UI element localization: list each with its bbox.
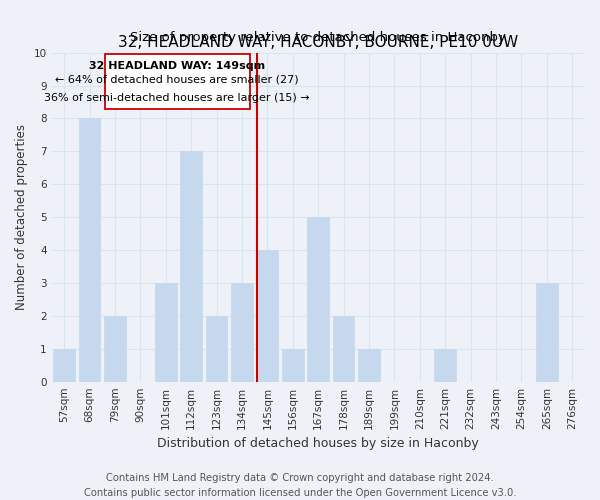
Bar (231, 283, 253, 382)
Text: 32 HEADLAND WAY: 149sqm: 32 HEADLAND WAY: 149sqm (89, 61, 265, 71)
X-axis label: Distribution of detached houses by size in Haconby: Distribution of detached houses by size … (157, 437, 479, 450)
Bar (307, 217, 329, 382)
Bar (105, 54, 250, 109)
Bar (79, 118, 100, 382)
Y-axis label: Number of detached properties: Number of detached properties (15, 124, 28, 310)
Text: ← 64% of detached houses are smaller (27): ← 64% of detached houses are smaller (27… (55, 74, 299, 85)
Bar (257, 250, 278, 382)
Text: Size of property relative to detached houses in Haconby: Size of property relative to detached ho… (130, 32, 506, 44)
Bar (104, 316, 126, 382)
Bar (155, 283, 176, 382)
Bar (206, 316, 227, 382)
Bar (181, 152, 202, 382)
Text: 36% of semi-detached houses are larger (15) →: 36% of semi-detached houses are larger (… (44, 93, 310, 103)
Bar (358, 349, 380, 382)
Bar (434, 349, 456, 382)
Bar (333, 316, 355, 382)
Bar (282, 349, 304, 382)
Bar (536, 283, 557, 382)
Bar (53, 349, 75, 382)
Text: Contains HM Land Registry data © Crown copyright and database right 2024.
Contai: Contains HM Land Registry data © Crown c… (84, 472, 516, 498)
Title: 32, HEADLAND WAY, HACONBY, BOURNE, PE10 0UW: 32, HEADLAND WAY, HACONBY, BOURNE, PE10 … (118, 35, 518, 50)
